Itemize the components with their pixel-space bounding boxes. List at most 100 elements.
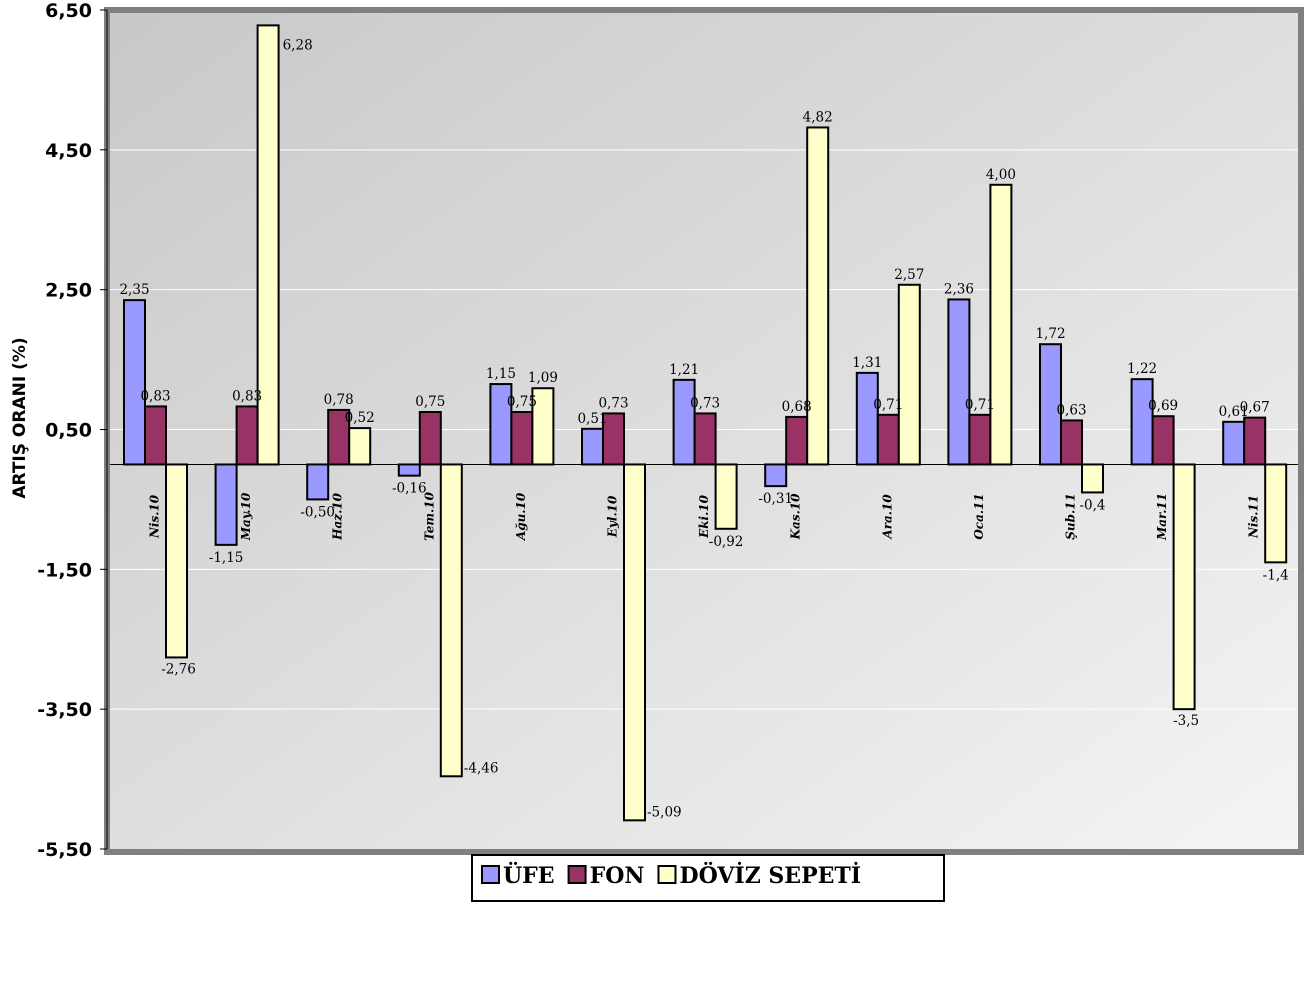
legend-label: DÖVİZ SEPETİ [679, 861, 861, 889]
data-label: 2,36 [944, 281, 974, 297]
data-label: 0,71 [965, 397, 995, 413]
data-label: 4,82 [803, 109, 833, 125]
data-label: 2,57 [894, 267, 924, 283]
legend-label: ÜFE [503, 861, 555, 889]
bar-fon [785, 415, 809, 466]
y-tick-label: 0,50 [45, 420, 92, 442]
bars [123, 24, 1288, 822]
data-label: 0,61 [1219, 404, 1249, 420]
bar--fe [306, 463, 330, 501]
bar-fon [235, 405, 259, 466]
bar-fon [1243, 416, 1267, 466]
bar-d-vi-z-sepeti- [623, 463, 646, 822]
category-label: Eki.10 [697, 494, 711, 539]
bar-d-vi-z-sepeti- [1264, 463, 1288, 564]
data-label: 0,52 [345, 410, 375, 426]
data-label: 0,83 [140, 388, 170, 404]
category-label: Ara.10 [880, 494, 894, 540]
y-tick-label: 6,50 [45, 0, 92, 22]
bar-fon [510, 411, 534, 466]
data-label: -2,76 [161, 661, 196, 677]
category-label: Ağu.10 [514, 492, 528, 541]
category-label: Tem.10 [422, 491, 436, 540]
category-label: May.10 [239, 492, 253, 541]
gridlines [110, 149, 1298, 710]
data-label: 1,22 [1127, 361, 1157, 377]
category-label: Kas.10 [789, 493, 803, 540]
data-label: 0,75 [507, 394, 537, 410]
bar--fe [855, 371, 879, 466]
category-label: Oca.11 [972, 493, 986, 539]
legend-swatch [567, 865, 587, 884]
bar-fon [1060, 419, 1083, 466]
bar-d-vi-z-sepeti- [989, 183, 1013, 466]
data-label: -4,46 [464, 760, 499, 776]
legend-swatch [657, 865, 677, 884]
y-tick-label: -3,50 [37, 699, 92, 721]
data-label: 2,35 [119, 282, 149, 298]
data-label: -5,09 [647, 804, 682, 820]
y-axis: 6,50 4,50 2,50 0,50 -1,50 -3,50 -5,50 [37, 0, 108, 861]
data-label: 0,63 [1056, 402, 1086, 418]
y-tick-label: 4,50 [45, 140, 92, 162]
bar-fon [968, 413, 992, 466]
category-label: Nis.11 [1247, 495, 1261, 539]
data-label: 0,51 [577, 411, 607, 427]
data-label: -0,16 [392, 481, 427, 497]
data-label: 0,69 [1148, 398, 1178, 414]
bar-fon [876, 413, 900, 466]
y-axis-title: ARTIŞ ORANI (%) [10, 337, 30, 498]
bar-d-vi-z-sepeti- [165, 463, 188, 659]
y-tick-label: -1,50 [37, 559, 92, 581]
category-label: Mar.11 [1155, 493, 1169, 541]
bar--fe [672, 378, 696, 466]
bar-fon [1151, 415, 1175, 466]
data-label: 0,75 [415, 394, 445, 410]
bar-d-vi-z-sepeti- [1172, 463, 1196, 711]
data-label: 0,73 [598, 395, 628, 411]
data-label: 6,28 [283, 37, 313, 53]
legend-swatch [481, 865, 500, 884]
legend: ÜFE FON DÖVİZ SEPETİ [471, 854, 945, 902]
data-label: -3,5 [1173, 713, 1199, 729]
data-labels: 2,35 0,83 -2,76 -1,15 0,83 6,28 -0,50 0,78 0,52 -… [119, 37, 1288, 820]
data-label: 0,78 [324, 392, 354, 408]
bar--fe [764, 463, 788, 488]
category-label: Haz.10 [331, 492, 345, 540]
bar-fon [693, 412, 717, 466]
data-label: 0,73 [690, 395, 720, 411]
data-label: 1,72 [1035, 326, 1065, 342]
data-label: 0,83 [232, 388, 262, 404]
bar-d-vi-z-sepeti- [348, 427, 372, 466]
y-tick-label: 2,50 [45, 280, 92, 302]
y-tick-label: -5,50 [37, 839, 92, 861]
data-label: -0,92 [709, 534, 744, 550]
category-label: Şub.11 [1064, 493, 1078, 540]
bar-d-vi-z-sepeti- [714, 463, 738, 530]
data-label: -1,4 [1263, 567, 1289, 583]
data-label: 1,21 [669, 362, 699, 378]
data-label: -0,50 [300, 504, 335, 520]
data-label: 1,15 [486, 366, 516, 382]
data-label: 0,68 [782, 399, 812, 415]
bar-fon [418, 411, 442, 466]
bar-d-vi-z-sepeti- [1081, 463, 1104, 494]
bar-d-vi-z-sepeti- [897, 283, 921, 466]
category-label: Nis.10 [148, 494, 162, 539]
data-label: 4,00 [986, 167, 1016, 183]
data-label: -1,15 [209, 550, 244, 566]
data-label: -0,4 [1079, 497, 1105, 513]
bar--fe [214, 463, 238, 546]
bar--fe [1222, 420, 1246, 466]
category-labels: Nis.10 May.10 Haz.10 Tem.10 Ağu.10 Eyl.10 Eki.… [148, 491, 1261, 541]
data-label: 1,31 [852, 355, 882, 371]
bar-d-vi-z-sepeti- [439, 463, 463, 778]
legend-label: FON [590, 863, 645, 889]
bar--fe [947, 298, 971, 466]
bar--fe [123, 299, 146, 466]
category-label: Eyl.10 [606, 495, 620, 538]
bar--fe [1130, 378, 1154, 466]
data-label: 0,67 [1240, 400, 1270, 416]
